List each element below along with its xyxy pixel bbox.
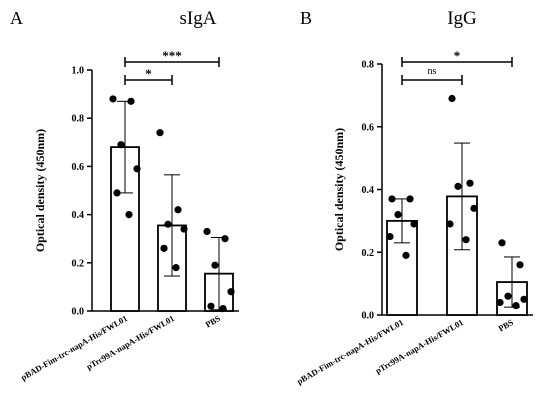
data-point <box>504 292 512 300</box>
y-axis-label: Optical density (450nm) <box>33 129 47 252</box>
y-tick-label: 0.2 <box>362 248 375 259</box>
significance-label: * <box>145 66 152 81</box>
category-label: PBS <box>496 317 515 334</box>
data-point <box>462 236 470 244</box>
data-point <box>203 227 211 236</box>
y-axis-label: Optical density (450nm) <box>332 128 346 251</box>
y-tick-label: 0.8 <box>362 60 375 71</box>
y-tick-label: 0.0 <box>362 311 375 322</box>
data-point <box>133 165 141 173</box>
data-point <box>446 220 454 228</box>
panel-letter: B <box>300 8 312 28</box>
data-point <box>207 302 215 310</box>
data-point <box>520 295 528 303</box>
data-point <box>125 211 133 219</box>
chart-title: IgG <box>447 8 477 29</box>
data-point <box>164 220 172 228</box>
chart-title: sIgA <box>180 8 217 29</box>
y-tick-label: 0.4 <box>362 185 375 196</box>
significance-label: *** <box>162 48 182 63</box>
data-point <box>109 95 117 103</box>
data-point <box>388 195 396 203</box>
data-point <box>406 195 414 203</box>
data-point <box>127 97 135 105</box>
data-point <box>113 189 121 197</box>
data-point <box>211 261 219 269</box>
panel-letter: A <box>10 8 23 28</box>
data-point <box>410 220 418 228</box>
data-point <box>454 182 462 190</box>
category-label: PBS <box>203 313 222 330</box>
significance-label: * <box>454 48 461 63</box>
data-point <box>470 204 478 212</box>
y-tick-label: 0.8 <box>72 114 85 125</box>
y-tick-label: 0.0 <box>72 307 85 318</box>
data-point <box>174 206 182 214</box>
data-point <box>172 264 180 272</box>
category-label: pTrc99A-napA-His/FWL01 <box>85 313 176 372</box>
panel-B: B IgG Optical density (450nm) 0.0 0.2 0.4 0.6 0… <box>295 8 533 386</box>
y-tick-label: 0.2 <box>72 258 85 269</box>
data-point <box>466 179 474 187</box>
data-point <box>516 261 524 269</box>
category-label: pBAD-Fim-trc-napA-His/FWL01 <box>295 317 405 386</box>
y-tick-label: 0.6 <box>72 162 85 173</box>
data-point <box>394 211 402 219</box>
y-tick-label: 1.0 <box>72 66 85 77</box>
data-point <box>156 129 164 137</box>
data-point <box>160 244 168 252</box>
y-tick-label: 0.4 <box>72 210 85 221</box>
data-point <box>227 288 235 296</box>
significance-label: ns <box>428 66 437 77</box>
data-point <box>117 141 125 149</box>
data-point <box>180 225 188 233</box>
data-point <box>221 235 229 243</box>
data-point <box>448 94 456 103</box>
y-tick-label: 0.6 <box>362 122 375 133</box>
data-point <box>386 232 394 241</box>
data-point <box>498 239 506 247</box>
data-point <box>496 298 504 307</box>
data-point <box>219 304 227 313</box>
data-point <box>512 301 520 310</box>
data-point <box>402 251 410 259</box>
